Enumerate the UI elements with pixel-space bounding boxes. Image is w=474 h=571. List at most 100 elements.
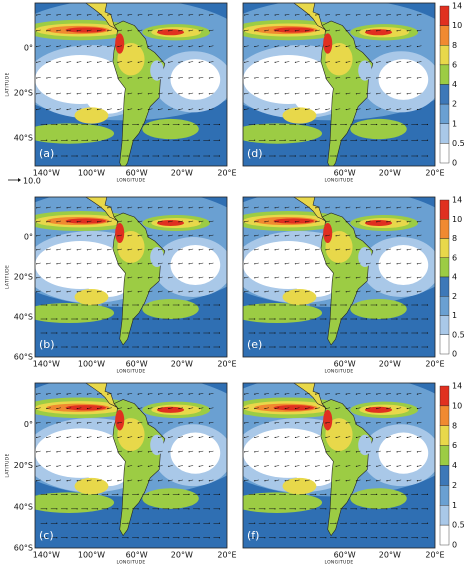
vector-head (46, 207, 48, 209)
vector-head (396, 318, 398, 320)
vector-head (76, 77, 78, 79)
vector-head (36, 93, 38, 95)
vector-head (56, 318, 58, 320)
wind-vector (285, 393, 290, 395)
vector-head (416, 93, 419, 95)
vector-head (178, 493, 180, 495)
vector-head (396, 422, 398, 424)
vector-head (97, 221, 99, 223)
storm-track (142, 488, 199, 509)
wind-vector (87, 92, 92, 95)
storm-track (35, 303, 115, 323)
vector-head (294, 14, 297, 16)
rain-core (117, 42, 145, 76)
vector-head (76, 537, 78, 539)
wind-vector (295, 61, 300, 63)
panel-frame (34, 196, 228, 358)
wind-vector (275, 45, 280, 47)
vector-head (56, 207, 58, 209)
wind-vector (336, 262, 341, 265)
wind-vector (209, 290, 214, 293)
rain-core (323, 223, 333, 243)
wind-vector (199, 61, 204, 63)
panel-label: (a) (39, 147, 54, 160)
wind-vector (97, 206, 102, 209)
vector-head (264, 249, 266, 251)
wind-vector (346, 421, 351, 424)
storm-track (74, 107, 109, 124)
wind-vector (148, 262, 153, 265)
wind-vector (305, 61, 310, 63)
vector-head (294, 393, 297, 395)
colorbar-tick: 2 (452, 292, 457, 301)
vector-head (406, 480, 408, 482)
wind-vector (386, 45, 392, 47)
vector-head (56, 263, 58, 265)
vector-head (396, 155, 398, 157)
wind-vector (346, 450, 351, 453)
vector-head (294, 436, 297, 439)
wind-vector (356, 465, 361, 467)
wind-vector (417, 234, 422, 237)
wind-vector (67, 262, 72, 265)
vector-head (345, 77, 347, 79)
wind-vector (138, 479, 143, 481)
wind-vector (107, 220, 112, 223)
wind-vector (356, 61, 361, 63)
vector-head (294, 522, 296, 524)
vector-head (284, 277, 286, 279)
wind-vector (386, 262, 392, 265)
wind-vector (366, 220, 371, 223)
vector-head (178, 123, 180, 126)
vector-head (147, 93, 150, 95)
vector-head (325, 277, 327, 279)
wind-vector (285, 92, 290, 95)
wind-vector (189, 436, 194, 438)
vector-head (284, 393, 286, 395)
wind-vector (315, 45, 320, 47)
wind-vector (148, 407, 153, 409)
wind-vector (336, 479, 341, 481)
vector-head (396, 522, 398, 524)
wind-vector (67, 248, 72, 251)
wind-vector (254, 45, 259, 47)
vector-head (117, 171, 118, 172)
wind-vector (148, 61, 153, 63)
wind-vector (46, 220, 51, 223)
vector-head (137, 493, 139, 495)
wind-vector (305, 407, 310, 409)
wind-vector (295, 92, 300, 95)
vector-head (284, 30, 286, 32)
vector-head (315, 522, 317, 524)
wind-vector (305, 220, 310, 223)
vector-head (198, 155, 200, 157)
vector-head (264, 304, 266, 306)
continent (85, 383, 118, 409)
wind-vector (56, 248, 62, 251)
vector-head (208, 493, 210, 495)
wind-vector (285, 77, 290, 79)
wind-vector (346, 465, 351, 467)
wind-vector (168, 14, 173, 16)
wind-vector (148, 234, 153, 237)
vector-head (315, 93, 317, 95)
wind-vector (285, 29, 290, 32)
vector-head (396, 123, 398, 126)
vector-head (66, 207, 68, 209)
wind-vector (407, 77, 412, 79)
wind-vector (178, 262, 184, 265)
vector-head (325, 61, 327, 63)
vector-head (335, 346, 337, 348)
vector-head (137, 30, 139, 32)
wind-vector (254, 421, 259, 424)
vector-head (117, 30, 119, 32)
vector-head (86, 221, 89, 223)
wind-vector (148, 220, 153, 223)
wind-vector (107, 29, 112, 32)
wind-vector (117, 436, 123, 438)
vector-head (244, 93, 246, 95)
vector-head (46, 508, 48, 510)
wind-vector (397, 61, 402, 63)
vector-head (76, 249, 78, 251)
